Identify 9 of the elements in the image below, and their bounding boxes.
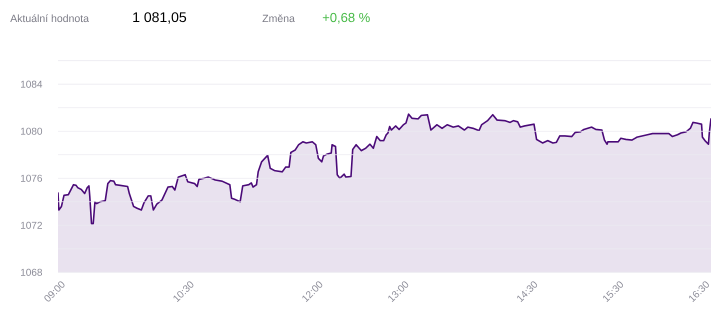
y-tick-label: 1068 xyxy=(21,268,42,276)
text: Změna xyxy=(262,14,295,22)
y-tick-label: 1076 xyxy=(21,174,42,182)
text: +0,68 % xyxy=(322,12,370,24)
y-tick-label: 1080 xyxy=(21,128,42,135)
text: Aktuální hodnota xyxy=(10,14,89,22)
y-tick-label: 1072 xyxy=(21,222,42,229)
y-tick-label: 1084 xyxy=(21,80,42,88)
text: 1 081,05 xyxy=(133,12,186,24)
